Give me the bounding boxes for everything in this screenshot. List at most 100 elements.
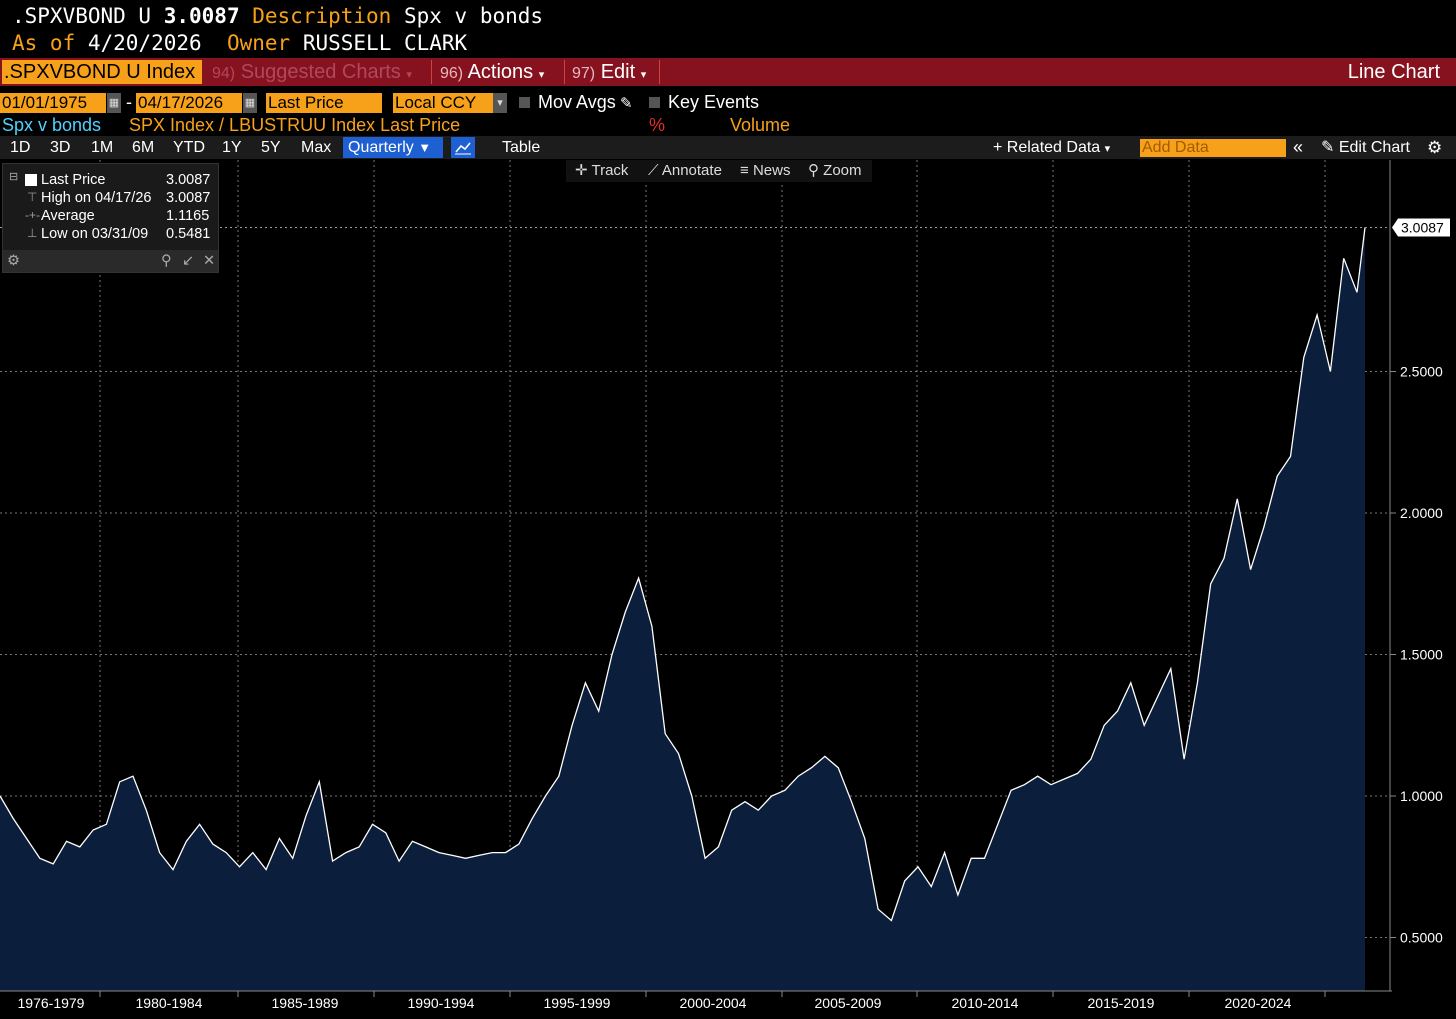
x-tick-label: 1976-1979 [18, 995, 85, 1011]
zoom-label: Zoom [823, 162, 862, 179]
y-tick-label: 0.5000 [1400, 930, 1443, 946]
annotate-icon: ⟋ [648, 162, 659, 179]
zoom-tool[interactable]: ⚲ Zoom [808, 160, 862, 182]
x-tick-label: 1990-1994 [408, 995, 475, 1011]
chevron-down-icon: ▾ [640, 69, 647, 81]
volume-label[interactable]: Volume [730, 115, 791, 135]
mov-avgs-label: Mov Avgs [538, 92, 616, 112]
crosshair-icon: ✛ [575, 162, 588, 179]
series-formula: SPX Index / LBUSTRUU Index Last Price [129, 115, 461, 135]
period-max[interactable]: Max [301, 139, 332, 156]
percent-toggle[interactable]: % [649, 115, 666, 135]
edit-chart-button[interactable]: ✎ Edit Chart [1321, 136, 1410, 159]
collapse-toggle-icon[interactable]: ⊟ [9, 171, 19, 183]
edit-menu[interactable]: 97) Edit ▾ [572, 58, 646, 86]
series-swatch[interactable] [25, 174, 37, 186]
gear-icon[interactable]: ⚙ [1427, 138, 1443, 157]
series-name: Spx v bonds [2, 115, 102, 135]
legend-panel: ⊟ Last Price 3.0087 ⊤ High on 04/17/26 3… [2, 163, 219, 273]
period-6m[interactable]: 6M [132, 139, 155, 156]
asof-label: As of [12, 31, 76, 55]
chevron-down-icon: ▾ [406, 69, 412, 81]
period-1m[interactable]: 1M [91, 139, 114, 156]
collapse-icon[interactable]: « [1293, 137, 1304, 157]
chevron-down-icon: ▾ [538, 69, 545, 81]
menu-divider [564, 60, 565, 84]
legend-value-low: 0.5481 [166, 226, 211, 242]
x-tick-label: 2000-2004 [680, 995, 747, 1011]
suggested-charts-number: 94) [212, 65, 236, 82]
line-chart-button[interactable] [451, 137, 475, 158]
frequency-select[interactable]: Quarterly ▼ [343, 137, 443, 158]
last-value-marker: 3.0087 [0, 218, 1450, 237]
frequency-label: Quarterly [348, 139, 414, 156]
x-tick-label: 2005-2009 [815, 995, 882, 1011]
header-line-2: As of 4/20/2026 Owner RUSSELL CLARK [12, 31, 467, 55]
y-tick-label: 1.0000 [1400, 788, 1443, 804]
high-marker-icon: ⊤ [27, 190, 38, 204]
key-events-label: Key Events [668, 92, 760, 112]
actions-menu[interactable]: 96) Actions ▾ [440, 58, 544, 86]
suggested-charts-menu[interactable]: 94) Suggested Charts ▾ [212, 58, 412, 86]
pencil-icon[interactable]: ✎ [620, 95, 633, 112]
annotate-tool[interactable]: ⟋ Annotate [648, 160, 722, 182]
owner-label: Owner [226, 31, 291, 55]
start-date-field[interactable]: 01/01/1975 [0, 93, 106, 113]
annotate-label: Annotate [661, 162, 722, 179]
legend-value-high: 3.0087 [166, 190, 211, 206]
close-icon[interactable]: ✕ [203, 253, 216, 269]
calendar-icon[interactable]: ▦ [107, 93, 121, 113]
period-1d[interactable]: 1D [10, 139, 31, 156]
track-tool[interactable]: ✛ Track [575, 160, 628, 182]
last-value-label: 3.0087 [1401, 220, 1444, 236]
chevron-down-icon[interactable]: ▾ [493, 93, 507, 113]
menu-divider [431, 60, 432, 84]
asof-date: 4/20/2026 [87, 31, 202, 55]
series-line [0, 227, 1366, 922]
last-value-badge [1392, 218, 1450, 237]
news-label: News [752, 162, 791, 179]
pin-icon[interactable]: ⚲ [161, 253, 172, 269]
x-tick-label: 1985-1989 [272, 995, 339, 1011]
key-events-checkbox[interactable] [649, 97, 660, 108]
related-data-menu[interactable]: + Related Data ▾ [993, 136, 1110, 159]
x-tick-label: 2015-2019 [1088, 995, 1155, 1011]
news-tool[interactable]: ≡ News [740, 160, 790, 182]
currency-select[interactable]: Local CCY [393, 93, 493, 113]
description-label: Description [252, 4, 392, 28]
end-date-field[interactable]: 04/17/2026 [136, 93, 242, 113]
legend-label-low: Low on 03/31/09 [41, 226, 149, 242]
gear-icon[interactable]: ⚙ [7, 253, 20, 269]
security-field[interactable]: .SPXVBOND U Index [2, 60, 202, 84]
period-ytd[interactable]: YTD [173, 139, 205, 156]
line-chart-icon [455, 142, 471, 155]
add-data-input[interactable]: Add Data [1140, 139, 1286, 157]
minimize-icon[interactable]: ↙ [182, 253, 195, 269]
owner: RUSSELL CLARK [302, 31, 468, 55]
magnifier-icon: ⚲ [808, 162, 819, 179]
price-field-select[interactable]: Last Price [266, 93, 382, 113]
mov-avgs-checkbox[interactable] [519, 97, 530, 108]
description: Spx v bonds [403, 4, 544, 28]
x-axis-ticks: 1976-1979 1980-1984 1985-1989 1990-1994 1995… [18, 991, 1326, 1011]
calendar-icon[interactable]: ▦ [243, 93, 257, 113]
y-tick-label: 1.5000 [1400, 647, 1443, 663]
x-tick-label: 1995-1999 [544, 995, 611, 1011]
header-line-1: .SPXVBOND U 3.0087 Description Spx v bon… [12, 4, 543, 28]
period-3d[interactable]: 3D [50, 139, 71, 156]
period-1y[interactable]: 1Y [222, 139, 242, 156]
chart-type-label[interactable]: Line Chart [1347, 61, 1440, 83]
menu-bar [0, 58, 1456, 86]
table-button[interactable]: Table [502, 139, 541, 156]
track-label: Track [591, 162, 629, 179]
caret-down-icon: ▼ [418, 140, 432, 155]
legend-footer [3, 250, 218, 272]
edit-chart-label: Edit Chart [1338, 139, 1410, 156]
period-5y[interactable]: 5Y [261, 139, 281, 156]
news-icon: ≡ [740, 162, 749, 179]
legend-label-average: Average [41, 208, 95, 224]
x-tick-label: 2020-2024 [1225, 995, 1292, 1011]
last-price: 3.0087 [163, 4, 240, 28]
pencil-icon: ✎ [1321, 139, 1335, 156]
